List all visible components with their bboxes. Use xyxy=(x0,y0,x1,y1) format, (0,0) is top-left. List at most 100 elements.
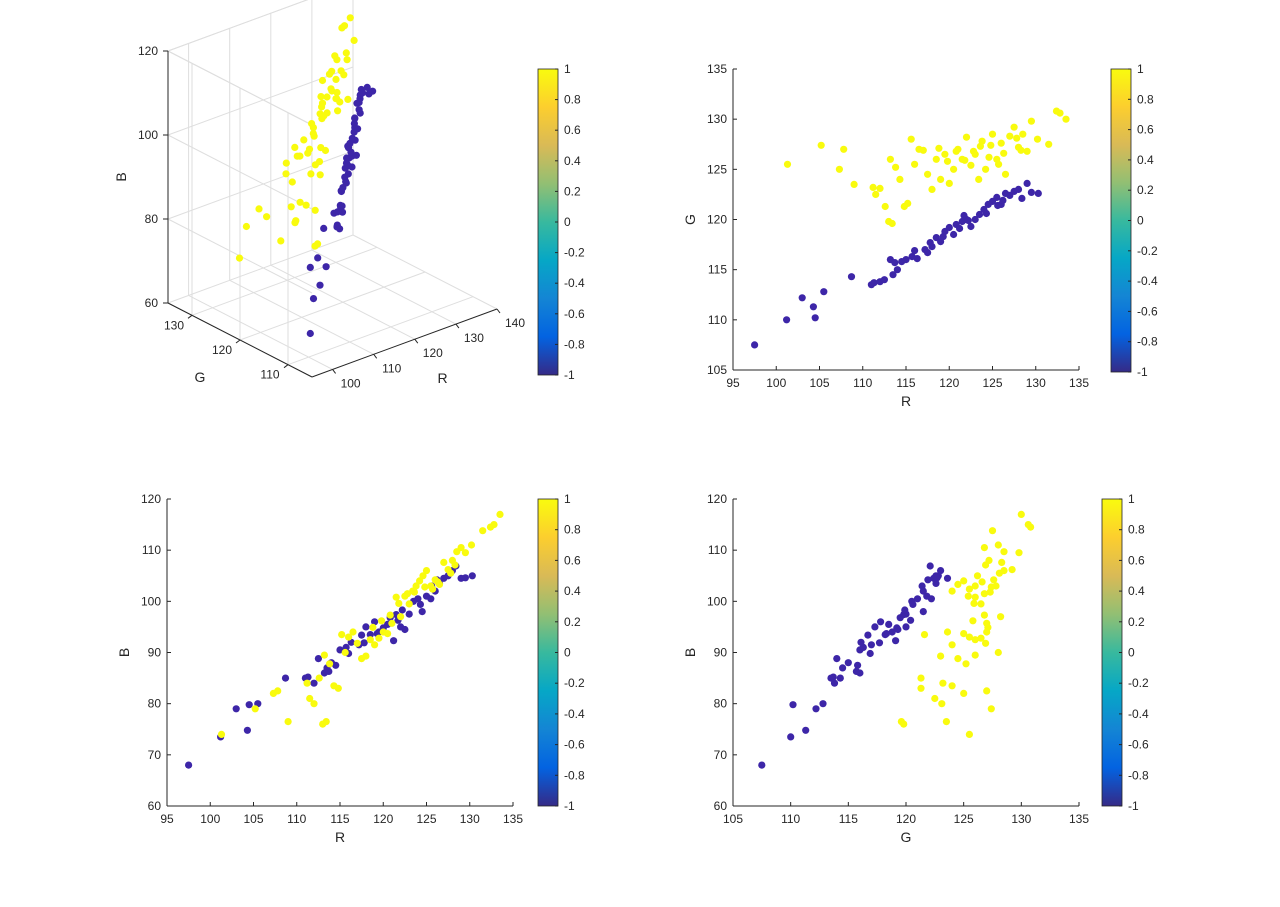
scatter-point xyxy=(971,582,979,590)
scatter-point xyxy=(243,726,251,734)
colorbar-tick-label: -1 xyxy=(1137,365,1148,379)
scatter-point xyxy=(343,56,351,64)
colorbars: -1 -0.8 -0.6 -0.4 -0.2 0 0.2 0.4 0.6 0.8 1 -1 -0.8 -0… xyxy=(537,62,1158,813)
scatter-point xyxy=(384,630,392,638)
x-tick-label: 135 xyxy=(1069,376,1089,390)
scatter-point xyxy=(362,652,370,660)
scatter-point xyxy=(353,639,361,647)
scatter-point xyxy=(310,132,318,140)
scatter-point xyxy=(315,158,324,166)
scatter-point xyxy=(833,655,841,663)
scatter-point xyxy=(812,705,820,713)
y-tick-label: 110 xyxy=(142,543,161,557)
scatter-point xyxy=(965,585,974,593)
scatter-point xyxy=(935,144,943,152)
scatter-point xyxy=(366,636,374,644)
scatter-point xyxy=(924,249,932,257)
scatter-point xyxy=(909,600,917,609)
scatter-point xyxy=(1018,194,1026,202)
scatter-point xyxy=(1014,185,1023,193)
scatter-point xyxy=(332,661,340,669)
scatter-point xyxy=(350,36,358,45)
x-tick-label: 125 xyxy=(416,812,436,826)
scatter-point xyxy=(326,660,334,668)
scatter-point xyxy=(327,85,335,93)
scatter-point xyxy=(975,210,984,219)
y-tick-label: 80 xyxy=(148,697,162,711)
x-tick-label: 115 xyxy=(839,812,858,826)
r-tick-mark xyxy=(496,308,501,314)
x-tick-label: 130 xyxy=(1011,812,1031,826)
scatter-point xyxy=(994,648,1002,657)
x-tick-label: 105 xyxy=(243,812,263,826)
colorbar: -1 -0.8 -0.6 -0.4 -0.2 0 0.2 0.4 0.6 0.8 1 xyxy=(1110,62,1158,379)
scatter-point xyxy=(892,637,900,645)
scatter-point xyxy=(847,273,856,281)
scatter-point xyxy=(919,146,927,154)
scatter-point xyxy=(985,153,993,161)
scatter-point xyxy=(242,222,250,231)
x-tick-label: 125 xyxy=(982,376,1002,390)
scatter-point xyxy=(881,202,889,211)
scatter-point xyxy=(305,145,314,153)
scatter-point xyxy=(322,263,330,271)
scatter-point xyxy=(337,187,345,195)
scatter-point xyxy=(948,641,956,649)
y-tick-label: 125 xyxy=(707,162,727,176)
colorbar: -1 -0.8 -0.6 -0.4 -0.2 0 0.2 0.4 0.6 0.8 1 xyxy=(537,62,585,382)
scatter-point xyxy=(980,611,989,619)
x-tick-label: 105 xyxy=(723,812,743,826)
scatter-point xyxy=(1033,135,1042,143)
scatter-point xyxy=(401,625,409,634)
scatter-point xyxy=(371,618,379,626)
scatter-point xyxy=(932,572,940,580)
colorbar-tick-label: 0.6 xyxy=(564,553,581,567)
scatter-point xyxy=(967,161,975,169)
scatter-point xyxy=(945,179,953,187)
scatter-point xyxy=(913,255,921,263)
scatter-point xyxy=(901,606,909,614)
x-tick-label: 120 xyxy=(896,812,916,826)
scatter-point xyxy=(978,578,986,586)
x-tick-label: 110 xyxy=(781,812,800,826)
colorbar-tick-label: 0.8 xyxy=(1128,523,1145,537)
y-tick-label: 120 xyxy=(707,213,727,227)
colorbar-tick-label: 0.6 xyxy=(1137,123,1154,137)
scatter-point xyxy=(245,701,253,709)
scatter-point xyxy=(975,175,983,183)
b-tick-label: 120 xyxy=(138,44,158,58)
grid-line xyxy=(167,0,309,52)
colorbar-tick-label: -0.8 xyxy=(1128,768,1149,782)
x-tick-label: 135 xyxy=(1069,812,1089,826)
r-tick-label: 100 xyxy=(341,376,361,390)
x-tick-label: 110 xyxy=(853,376,872,390)
scatter-point xyxy=(1006,132,1014,140)
scatter-point xyxy=(943,574,952,582)
scatter-point xyxy=(994,201,1002,210)
scatter-point xyxy=(789,701,797,709)
scatter-point xyxy=(902,256,910,264)
scatter-r-g-panel: 95 100 105 110 115 120 125 130 135 105 110 115 120 12… xyxy=(682,62,1089,409)
r-tick-mark xyxy=(414,338,419,344)
scatter-point xyxy=(942,718,951,726)
scatter-point xyxy=(344,142,352,150)
colorbar-tick-label: 0.6 xyxy=(1128,553,1145,567)
x-tick-label: 130 xyxy=(1026,376,1046,390)
scatter-point xyxy=(987,705,995,713)
colorbar-tick-label: -0.2 xyxy=(564,676,585,690)
colorbar-tick-label: 0.4 xyxy=(1137,153,1154,167)
scatter-point xyxy=(869,183,877,191)
scatter-point xyxy=(984,623,992,632)
scatter-point xyxy=(1000,548,1008,556)
scatter-point xyxy=(427,595,435,603)
x-tick-label: 95 xyxy=(726,376,740,390)
scatter-point xyxy=(954,580,962,589)
y-tick-label: 60 xyxy=(714,799,728,813)
scatter-point xyxy=(434,578,442,586)
colorbar-tick-label: 0 xyxy=(1137,214,1144,228)
scatter-point xyxy=(872,190,880,198)
scatter-point xyxy=(977,634,985,642)
scatter-point xyxy=(366,631,374,639)
scatter-point xyxy=(970,599,978,608)
x-tick-label: 130 xyxy=(460,812,480,826)
